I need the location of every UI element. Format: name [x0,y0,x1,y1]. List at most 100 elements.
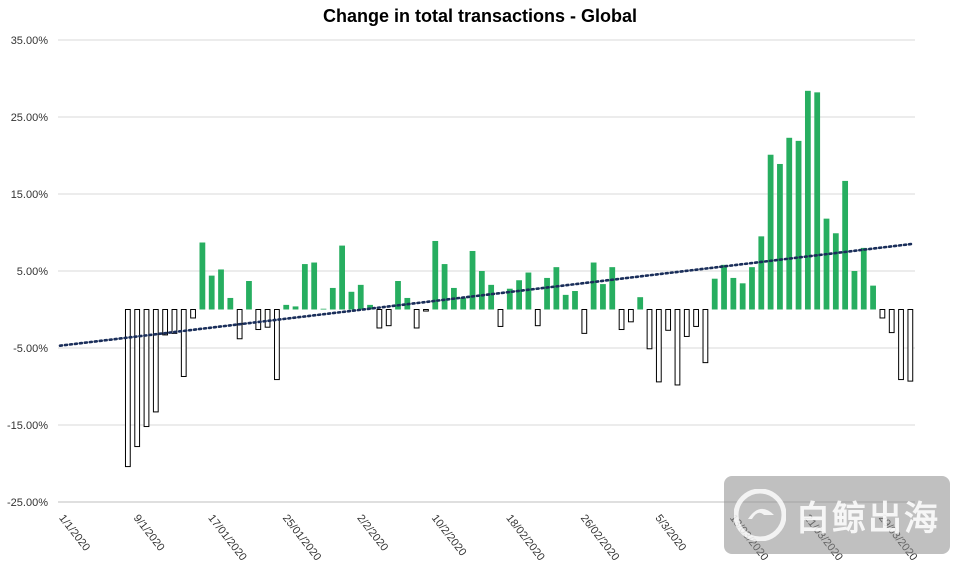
bar-negative [171,309,178,334]
bar-positive [218,269,224,310]
bar-positive [246,281,252,310]
bar-positive [506,288,513,310]
bar-positive [208,275,215,310]
bar-negative [888,309,895,334]
y-tick-label: -15.00% [7,420,48,432]
bar-positive [814,92,821,310]
bar-positive [590,262,597,310]
y-tick-label: 5.00% [17,266,48,278]
watermark: 白鲸出海 [724,476,950,554]
bar-negative [180,309,187,377]
bar-negative [618,309,625,331]
bar-positive [786,137,793,310]
bar-negative [497,309,504,327]
bar-positive [832,233,839,310]
bar-positive [870,285,876,310]
bar-positive [441,264,448,310]
bar-positive [357,284,364,310]
bar-negative [665,309,672,331]
bar-negative [898,309,904,381]
bar-positive [227,297,234,310]
bar-negative [674,309,681,386]
y-tick-label: 15.00% [11,189,49,201]
bar-positive [283,304,290,310]
bar-negative [413,309,420,329]
y-tick-label: 25.00% [11,112,49,124]
bar-positive [516,280,522,310]
bar-positive [777,163,783,310]
bar-positive [609,267,616,310]
bar-positive [637,297,644,310]
y-tick-label: 35.00% [11,35,49,47]
whale-logo-icon [734,489,786,541]
x-tick-label: 25/01/2020 [280,512,323,563]
bar-positive [842,180,849,310]
bar-negative [385,309,392,327]
bar-negative [879,309,886,319]
bar-negative [376,309,383,329]
bar-negative [646,309,653,350]
x-tick-label: 2/2/2020 [354,512,390,553]
bar-positive [562,294,569,310]
bar-positive [311,262,318,310]
x-tick-label: 26/02/2020 [578,512,621,563]
bar-positive [758,236,765,310]
bar-positive [600,284,606,310]
bar-positive [348,291,355,310]
bar-positive [544,277,550,310]
bar-negative [683,309,690,337]
trendline-dotted [58,242,913,347]
bar-negative [907,309,914,382]
y-tick-label: -5.00% [13,343,48,355]
bar-positive [329,287,336,310]
chart-title: Change in total transactions - Global [322,6,638,26]
bar-negative [702,309,709,364]
bar-negative [627,309,634,323]
bar-positive [730,277,737,310]
bar-negative [581,309,588,334]
y-tick-label: -25.00% [7,497,48,509]
bar-positive [301,264,308,310]
bar-positive [860,247,867,310]
bar-negative [264,309,271,328]
watermark-text: 白鲸出海 [796,499,940,538]
bar-positive [469,250,476,310]
bar-negative [274,309,280,381]
bar-negative [423,309,429,312]
bar-positive [395,281,401,310]
bar-positive [367,304,373,310]
bar-positive [711,278,718,310]
bar-positive [739,283,746,310]
bar-negative [134,309,141,448]
bar-positive [851,271,858,310]
bar-positive [749,267,755,310]
bar-negative [693,309,699,327]
bars [124,90,914,468]
trendline [58,242,913,347]
bar-positive [572,291,578,310]
bar-positive [823,218,830,310]
bar-positive [460,297,467,310]
bar-positive [292,306,299,310]
bar-negative [190,309,196,319]
bar-positive [478,271,485,310]
bar-positive [804,90,811,310]
bar-positive [432,240,439,310]
bar-negative [124,309,131,468]
bar-positive [795,140,802,310]
x-tick-label: 18/02/2020 [503,512,546,563]
x-tick-label: 5/3/2020 [652,512,688,553]
bar-negative [655,309,662,383]
bar-positive [553,267,560,310]
bar-positive [199,242,206,310]
bar-negative [255,309,262,331]
bar-positive [339,245,346,310]
bar-positive [320,308,327,310]
x-tick-label: 10/2/2020 [429,512,469,558]
x-tick-label: 9/1/2020 [131,512,167,553]
bar-negative [143,309,150,428]
x-tick-label: 17/01/2020 [205,512,248,563]
bar-negative [152,309,159,413]
bar-negative [534,309,541,327]
bar-positive [767,154,774,310]
